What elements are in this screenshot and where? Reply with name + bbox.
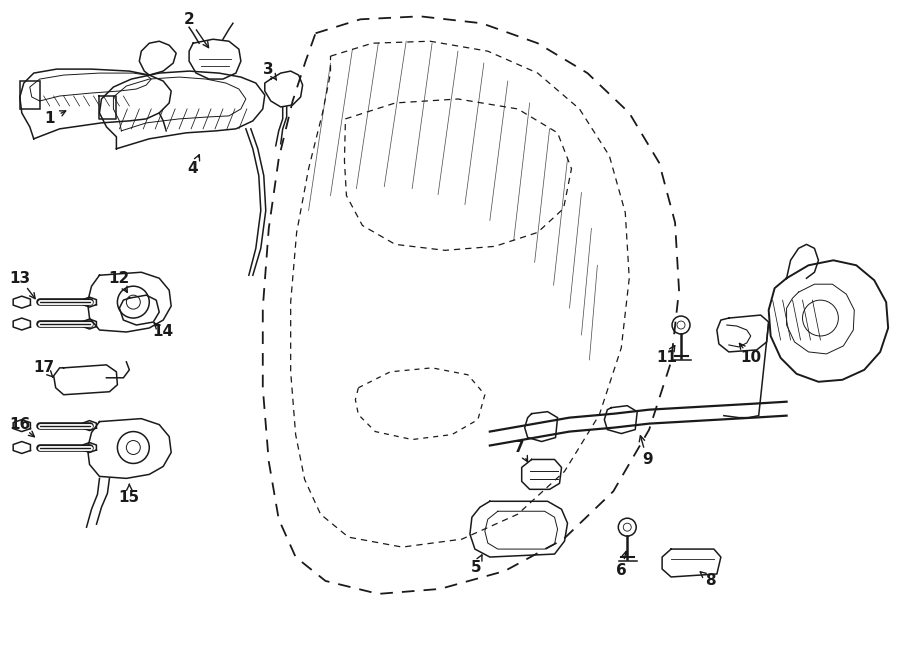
Text: 17: 17 <box>33 360 54 375</box>
Text: 2: 2 <box>184 12 194 27</box>
Text: 8: 8 <box>706 573 716 589</box>
Text: 11: 11 <box>657 350 678 365</box>
Text: 14: 14 <box>153 324 174 340</box>
Text: 3: 3 <box>264 62 274 77</box>
Text: 6: 6 <box>616 563 626 579</box>
Text: 7: 7 <box>515 440 525 455</box>
Text: 4: 4 <box>188 161 198 176</box>
Text: 9: 9 <box>642 452 652 467</box>
Text: 13: 13 <box>9 271 31 286</box>
Text: 16: 16 <box>9 417 31 432</box>
Bar <box>20 81 40 109</box>
Text: 12: 12 <box>109 271 130 286</box>
Text: 15: 15 <box>119 490 140 505</box>
Text: 1: 1 <box>44 111 55 126</box>
Text: 5: 5 <box>471 559 482 575</box>
Text: 10: 10 <box>740 350 761 365</box>
